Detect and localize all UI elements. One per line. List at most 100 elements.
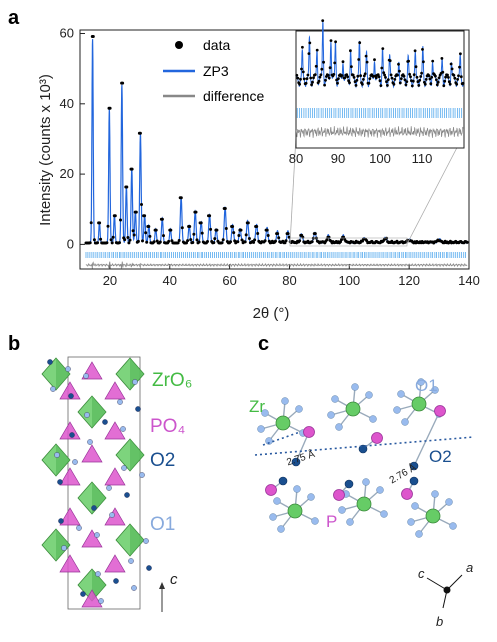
data-point (99, 237, 103, 241)
octahedron-face (130, 439, 144, 471)
inset-data-point (328, 66, 332, 70)
panel-label-c: c (258, 333, 269, 355)
o1-atom (95, 571, 101, 577)
data-point (274, 239, 277, 243)
legend-difference-label: difference (203, 88, 264, 104)
difference-series (85, 261, 468, 269)
inset-frame (295, 30, 465, 149)
inset-data-point (412, 73, 416, 77)
panel-label-b: b (8, 333, 20, 355)
y-tick-label: 0 (67, 236, 74, 251)
data-point (255, 225, 259, 228)
o2-atom (80, 591, 86, 597)
inset-difference-series (295, 125, 464, 139)
inset-data-point (386, 78, 390, 81)
po4-tetrahedron (81, 589, 103, 608)
o1-atom (106, 485, 112, 491)
data-point (246, 221, 250, 225)
o1-atom (269, 513, 277, 521)
o1-atom (139, 472, 145, 478)
data-point (136, 239, 140, 243)
o1-atom (401, 418, 409, 426)
inset-data-point (418, 78, 422, 82)
o1-atom (307, 493, 315, 501)
inset-data-point (373, 58, 376, 62)
inset-data-point (413, 49, 417, 53)
inset-data-point (404, 83, 408, 87)
inset-data-series (295, 19, 465, 88)
inset-data-point (408, 72, 411, 76)
y-axis-label: Intensity (counts x 10³) (37, 74, 54, 226)
data-point (123, 238, 127, 242)
inset-chart: 80 90 100 110 (289, 19, 465, 166)
panel-label-a: a (8, 7, 20, 29)
o1-atom (362, 478, 370, 486)
data-point (256, 232, 260, 235)
inset-data-point (420, 71, 423, 75)
inset-bragg-ticks (296, 108, 463, 118)
inset-data-point (337, 77, 340, 80)
data-point (162, 234, 165, 238)
inset-data-point (423, 82, 427, 86)
o1-atom (273, 497, 281, 505)
inset-data-point (374, 76, 378, 80)
zoom-region (289, 237, 408, 247)
inset-data-point (457, 74, 460, 78)
inset-data-point (336, 81, 339, 85)
inset-data-point (443, 79, 447, 83)
po4-tetrahedron (104, 421, 126, 440)
inset-data-point (314, 64, 318, 68)
inset-data-point (319, 73, 323, 77)
o1-atom (431, 386, 439, 394)
inset-data-point (306, 73, 310, 77)
data-point (105, 241, 109, 245)
inset-data-point (322, 60, 325, 64)
data-point (92, 238, 96, 242)
data-point (127, 241, 131, 245)
inset-data-point (434, 74, 437, 78)
o2-atom (344, 479, 354, 489)
po4-label: PO₄ (150, 416, 185, 437)
c-axis-label: c (170, 571, 178, 588)
inset-data-point (452, 73, 456, 77)
polyhedra-group (41, 357, 152, 608)
o1-atom (98, 598, 104, 604)
inset-tick-100: 100 (369, 151, 391, 166)
data-point (118, 241, 121, 245)
inset-data-point (405, 80, 409, 83)
o1-atom (277, 525, 285, 533)
po4-tetrahedron (81, 444, 103, 463)
x-axis-label: 2θ (°) (253, 305, 290, 322)
o1-atom (335, 423, 343, 431)
inset-data-point (365, 60, 369, 64)
data-point (209, 227, 213, 231)
data-point (145, 240, 149, 244)
po4-tetrahedron (59, 467, 81, 486)
o1-label: O1 (150, 514, 175, 535)
o1-atom (261, 409, 269, 417)
inset-data-point (403, 78, 407, 82)
inset-data-point (362, 78, 365, 81)
o1-atom (376, 486, 384, 494)
data-point (192, 232, 196, 236)
y-axis: 0 20 40 60 (60, 26, 85, 251)
inset-data-point (453, 76, 457, 80)
inset-data-point (435, 83, 439, 87)
inset-data-point (440, 57, 444, 60)
axis-c-label: c (418, 566, 425, 581)
o2-atom (135, 406, 141, 412)
zr-label: Zr (249, 397, 265, 416)
c-axis-arrowhead (159, 582, 165, 589)
data-point (221, 238, 225, 242)
inset-data-point (368, 77, 372, 80)
o1-atom (369, 415, 377, 423)
p-label-c: P (326, 512, 337, 531)
data-point (236, 240, 240, 244)
data-point (176, 241, 180, 245)
data-point (229, 240, 232, 244)
structure-b: ZrO₆ PO₄ O2 O1 c (41, 356, 192, 612)
inset-x-axis: 80 90 100 110 (289, 151, 433, 166)
o2-atom (124, 492, 130, 498)
data-point (240, 238, 244, 242)
